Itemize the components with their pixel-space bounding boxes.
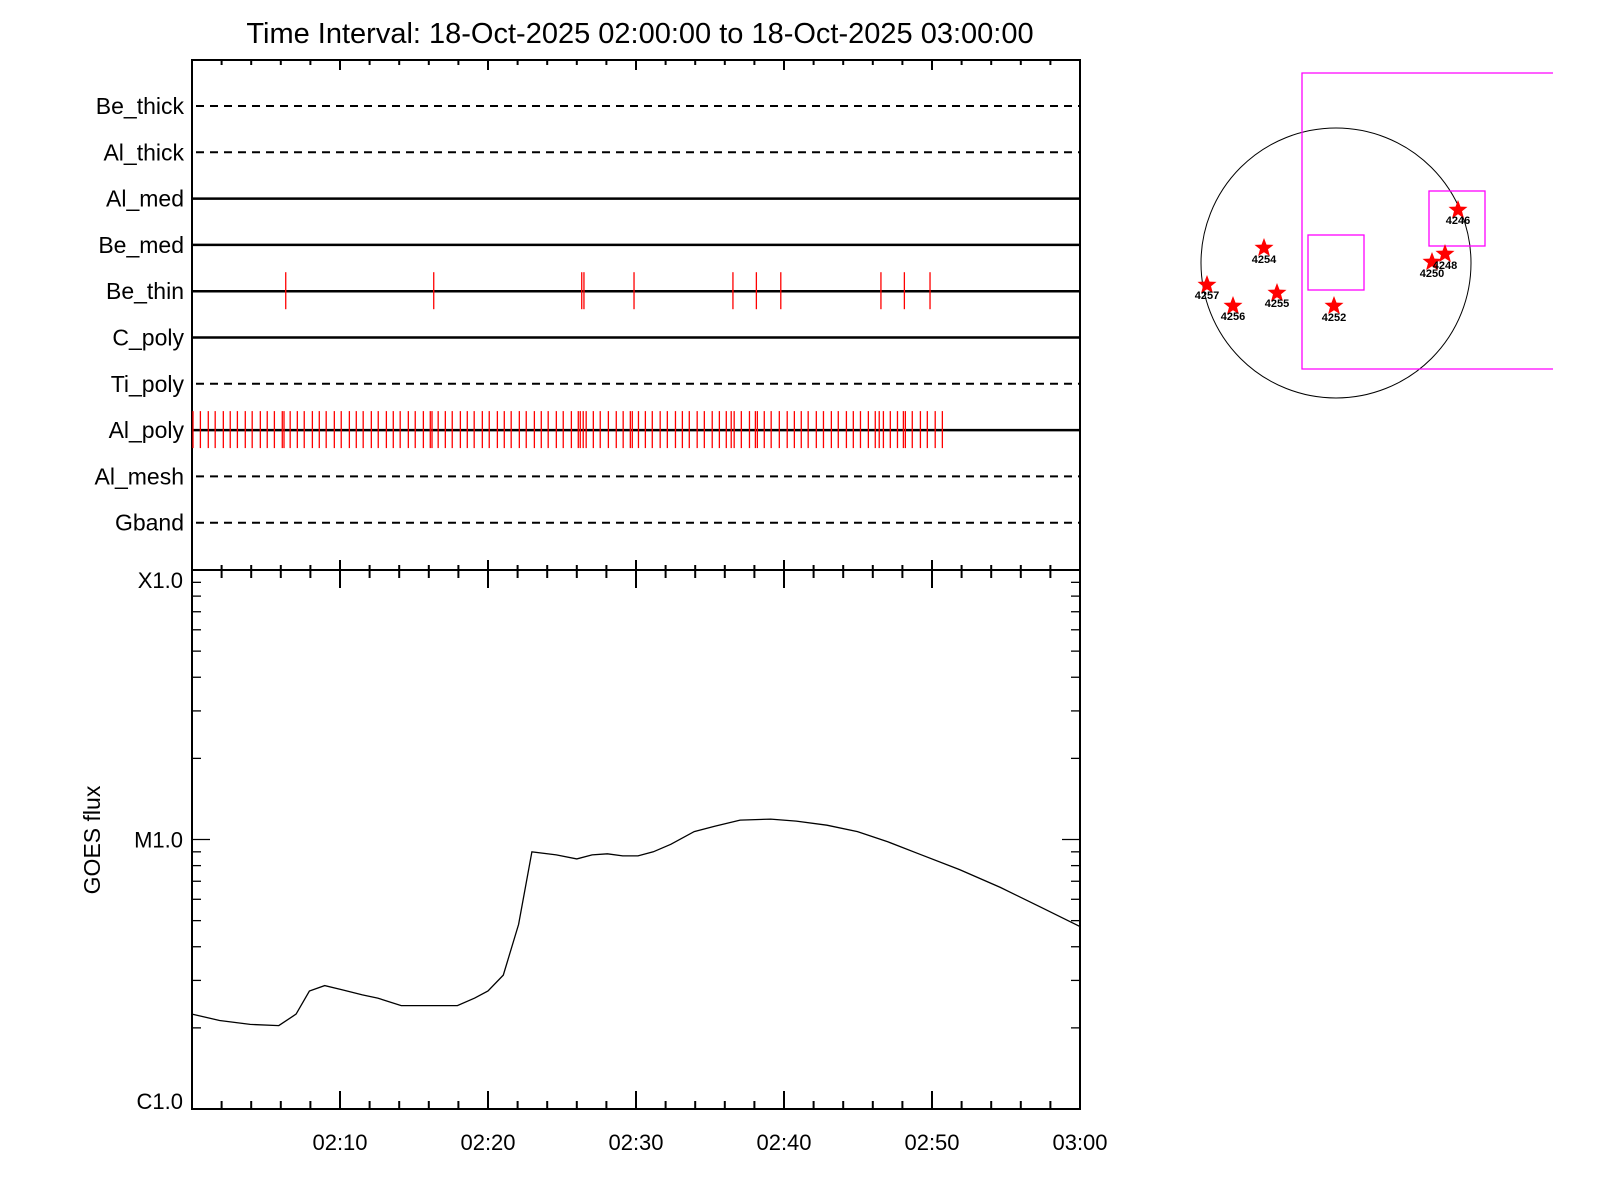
row-label-c-poly: C_poly: [112, 325, 184, 351]
x-tick-label: 02:20: [460, 1130, 515, 1155]
row-label-al-thick: Al_thick: [103, 139, 184, 165]
row-label-al-med: Al_med: [106, 186, 184, 212]
star-icon: [1267, 283, 1287, 302]
y-tick-label: X1.0: [138, 568, 183, 593]
goes-flux-line: [191, 818, 1081, 1027]
x-tick-label: 02:40: [756, 1130, 811, 1155]
panel-frame: [191, 569, 1081, 1110]
active-region-label: 4246: [1446, 215, 1470, 227]
row-label-ti-poly: Ti_poly: [111, 371, 185, 397]
x-tick-label: 02:30: [608, 1130, 663, 1155]
y-axis-label: GOES flux: [79, 785, 105, 894]
star-icon: [1254, 238, 1274, 257]
row-label-al-mesh: Al_mesh: [95, 463, 184, 489]
y-tick-label: C1.0: [137, 1089, 183, 1114]
chart-title: Time Interval: 18-Oct-2025 02:00:00 to 1…: [246, 18, 1033, 50]
active-region-label: 4255: [1265, 298, 1289, 310]
row-label-be-med: Be_med: [98, 232, 184, 258]
star-icon: [1448, 200, 1468, 219]
row-label-be-thin: Be_thin: [106, 278, 184, 304]
star-icon: [1223, 296, 1243, 315]
row-label-al-poly: Al_poly: [109, 417, 185, 443]
active-region-label: 4250: [1420, 268, 1444, 280]
star-icon: [1197, 275, 1217, 294]
active-region-label: 4252: [1322, 312, 1346, 324]
x-tick-label: 02:10: [312, 1130, 367, 1155]
filter-timeline-panel: Be_thick Al_thick Al_med Be_med Be_thin C_pol…: [95, 59, 1081, 571]
row-label-be-thick: Be_thick: [96, 93, 185, 119]
active-region-label: 4248: [1433, 260, 1457, 272]
fov-box-small: [1307, 234, 1365, 291]
goes-flux-panel: C1.0 M1.0 X1.0 02:10 02:20 02:30 02:40 02:50 03:…: [134, 568, 1107, 1155]
solar-limb: [1200, 127, 1472, 399]
active-region-label: 4257: [1195, 290, 1219, 302]
fov-box-region: [1428, 190, 1486, 247]
y-tick-label: M1.0: [134, 828, 183, 853]
star-icon: [1435, 244, 1455, 263]
fov-box-large: [1301, 72, 1553, 370]
active-region-label: 4254: [1252, 254, 1277, 266]
x-tick-label: 03:00: [1052, 1130, 1107, 1155]
active-region-label: 4256: [1221, 311, 1245, 323]
x-tick-label: 02:50: [904, 1130, 959, 1155]
star-icon: [1324, 296, 1344, 315]
panel-frame: [191, 59, 1081, 571]
row-label-gband: Gband: [115, 510, 184, 536]
star-icon: [1422, 252, 1442, 271]
